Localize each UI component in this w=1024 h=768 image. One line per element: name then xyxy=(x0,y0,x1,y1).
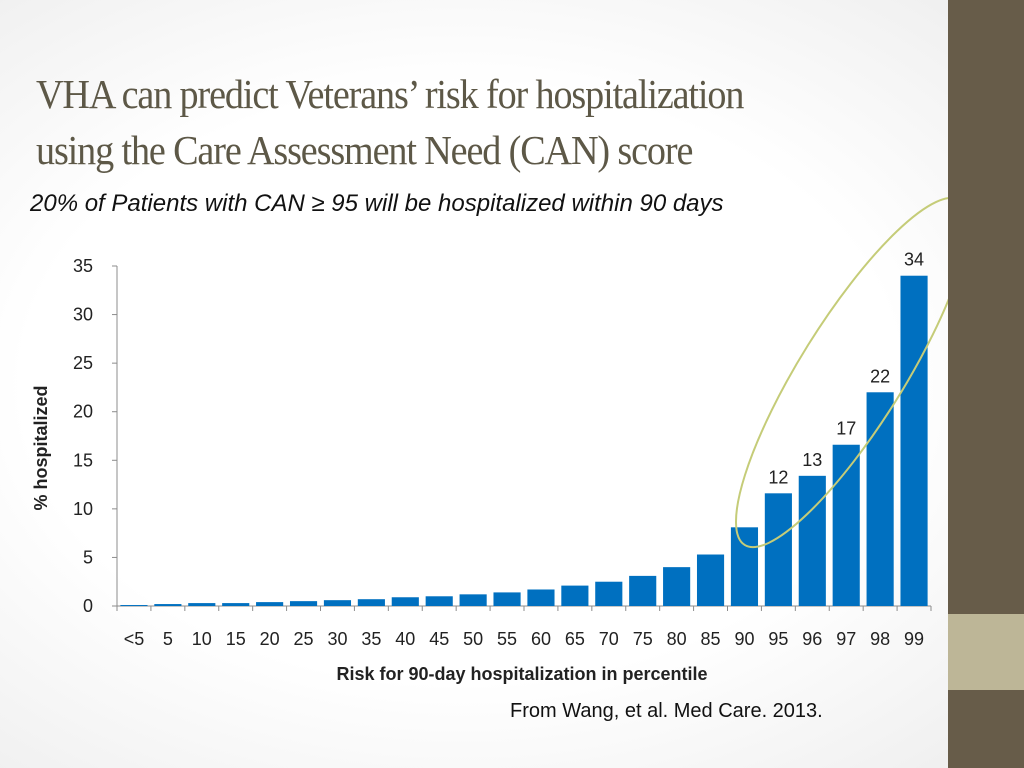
data-label: 34 xyxy=(904,250,924,270)
highlight-ellipse xyxy=(734,196,948,549)
x-tick-label: 80 xyxy=(667,629,687,649)
bar xyxy=(730,527,759,606)
x-tick-label: 15 xyxy=(226,629,246,649)
bar xyxy=(629,575,657,606)
x-tick-label: 85 xyxy=(701,629,721,649)
bar xyxy=(900,275,928,606)
data-label: 17 xyxy=(836,419,856,439)
side-bar-accent xyxy=(948,614,1024,690)
x-tick-label: 97 xyxy=(836,629,856,649)
bar xyxy=(595,581,623,606)
x-tick-label: 55 xyxy=(497,629,517,649)
bar xyxy=(527,589,555,606)
y-axis-title: % hospitalized xyxy=(31,385,51,510)
citation: From Wang, et al. Med Care. 2013. xyxy=(510,700,823,722)
bar xyxy=(391,597,419,606)
slide-title-line-2: using the Care Assessment Need (CAN) sco… xyxy=(36,127,693,173)
x-tick-label: 35 xyxy=(361,629,381,649)
y-tick-label: 20 xyxy=(73,402,93,422)
bar xyxy=(188,603,216,606)
bar xyxy=(459,594,487,606)
bar xyxy=(425,596,453,606)
y-tick-label: 0 xyxy=(83,596,93,616)
bar-chart: 0 5 10 15 20 25 30 35 <5 5 10 15 20 25 30 35 40 45 50 55 60 6… xyxy=(31,196,948,684)
x-tick-label: 40 xyxy=(395,629,415,649)
x-tick-label: 65 xyxy=(565,629,585,649)
x-tick-label: 75 xyxy=(633,629,653,649)
x-tick-label: 99 xyxy=(904,629,924,649)
x-tick-label: 5 xyxy=(163,629,173,649)
bar xyxy=(696,554,725,606)
bar xyxy=(222,603,250,606)
bar xyxy=(832,444,860,606)
bar xyxy=(323,600,352,606)
bar xyxy=(289,601,318,606)
bar xyxy=(357,599,385,606)
slide-subtitle: 20% of Patients with CAN ≥ 95 will be ho… xyxy=(30,190,724,217)
bar xyxy=(798,475,826,606)
slide-title: VHA can predict Veterans’ risk for hospi… xyxy=(36,66,873,178)
x-tick-label: 30 xyxy=(327,629,347,649)
x-tick-label: 96 xyxy=(802,629,822,649)
data-label: 13 xyxy=(802,450,822,470)
x-tick-label: 45 xyxy=(429,629,449,649)
y-tick-label: 15 xyxy=(73,450,93,470)
y-tick-label: 30 xyxy=(73,305,93,325)
slide-title-line-1: VHA can predict Veterans’ risk for hospi… xyxy=(36,71,744,117)
bar xyxy=(493,592,521,606)
x-tick-label: 95 xyxy=(768,629,788,649)
x-tick-label: <5 xyxy=(124,629,145,649)
x-tick-label: 20 xyxy=(260,629,280,649)
y-tick-label: 5 xyxy=(83,547,93,567)
bar xyxy=(120,605,148,606)
x-tick-label: 70 xyxy=(599,629,619,649)
x-tick-label: 60 xyxy=(531,629,551,649)
x-tick-label: 10 xyxy=(192,629,212,649)
bar xyxy=(866,392,894,606)
x-axis-title: Risk for 90-day hospitalization in perce… xyxy=(336,664,707,684)
x-tick-label: 50 xyxy=(463,629,483,649)
data-label: 22 xyxy=(870,366,890,386)
y-tick-label: 10 xyxy=(73,499,93,519)
x-tick-label: 25 xyxy=(294,629,314,649)
bar xyxy=(764,493,792,606)
x-tick-label: 98 xyxy=(870,629,890,649)
bar xyxy=(561,585,589,606)
x-tick-label: 90 xyxy=(734,629,754,649)
y-tick-label: 25 xyxy=(73,353,93,373)
y-tick-label: 35 xyxy=(73,256,93,276)
bar xyxy=(256,602,284,606)
bar xyxy=(663,567,691,606)
data-label: 12 xyxy=(768,467,788,487)
bar xyxy=(154,604,182,606)
